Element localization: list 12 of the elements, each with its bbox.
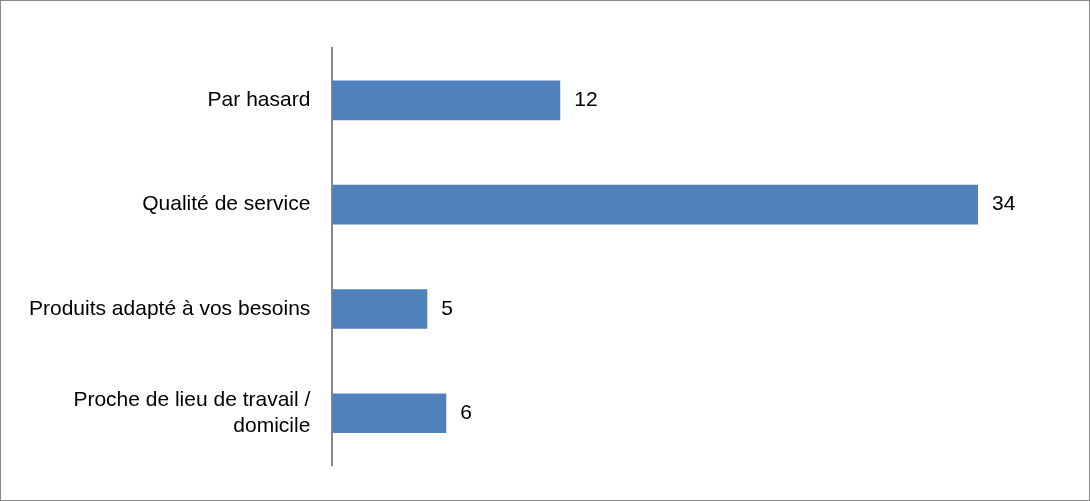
y-tick-label: Produits adapté à vos besoins (28, 295, 311, 319)
data-label: 5 (441, 295, 453, 319)
bar (332, 80, 561, 121)
bar (332, 393, 447, 434)
y-tick-label: Proche de lieu de travail / domicile (73, 387, 311, 436)
y-tick-label: Qualité de service (142, 191, 311, 215)
y-tick-label: Par hasard (207, 87, 311, 111)
bar (332, 184, 979, 225)
data-label: 6 (460, 400, 472, 424)
data-label: 34 (992, 191, 1016, 215)
bar (332, 289, 428, 329)
data-label: 12 (574, 87, 598, 111)
